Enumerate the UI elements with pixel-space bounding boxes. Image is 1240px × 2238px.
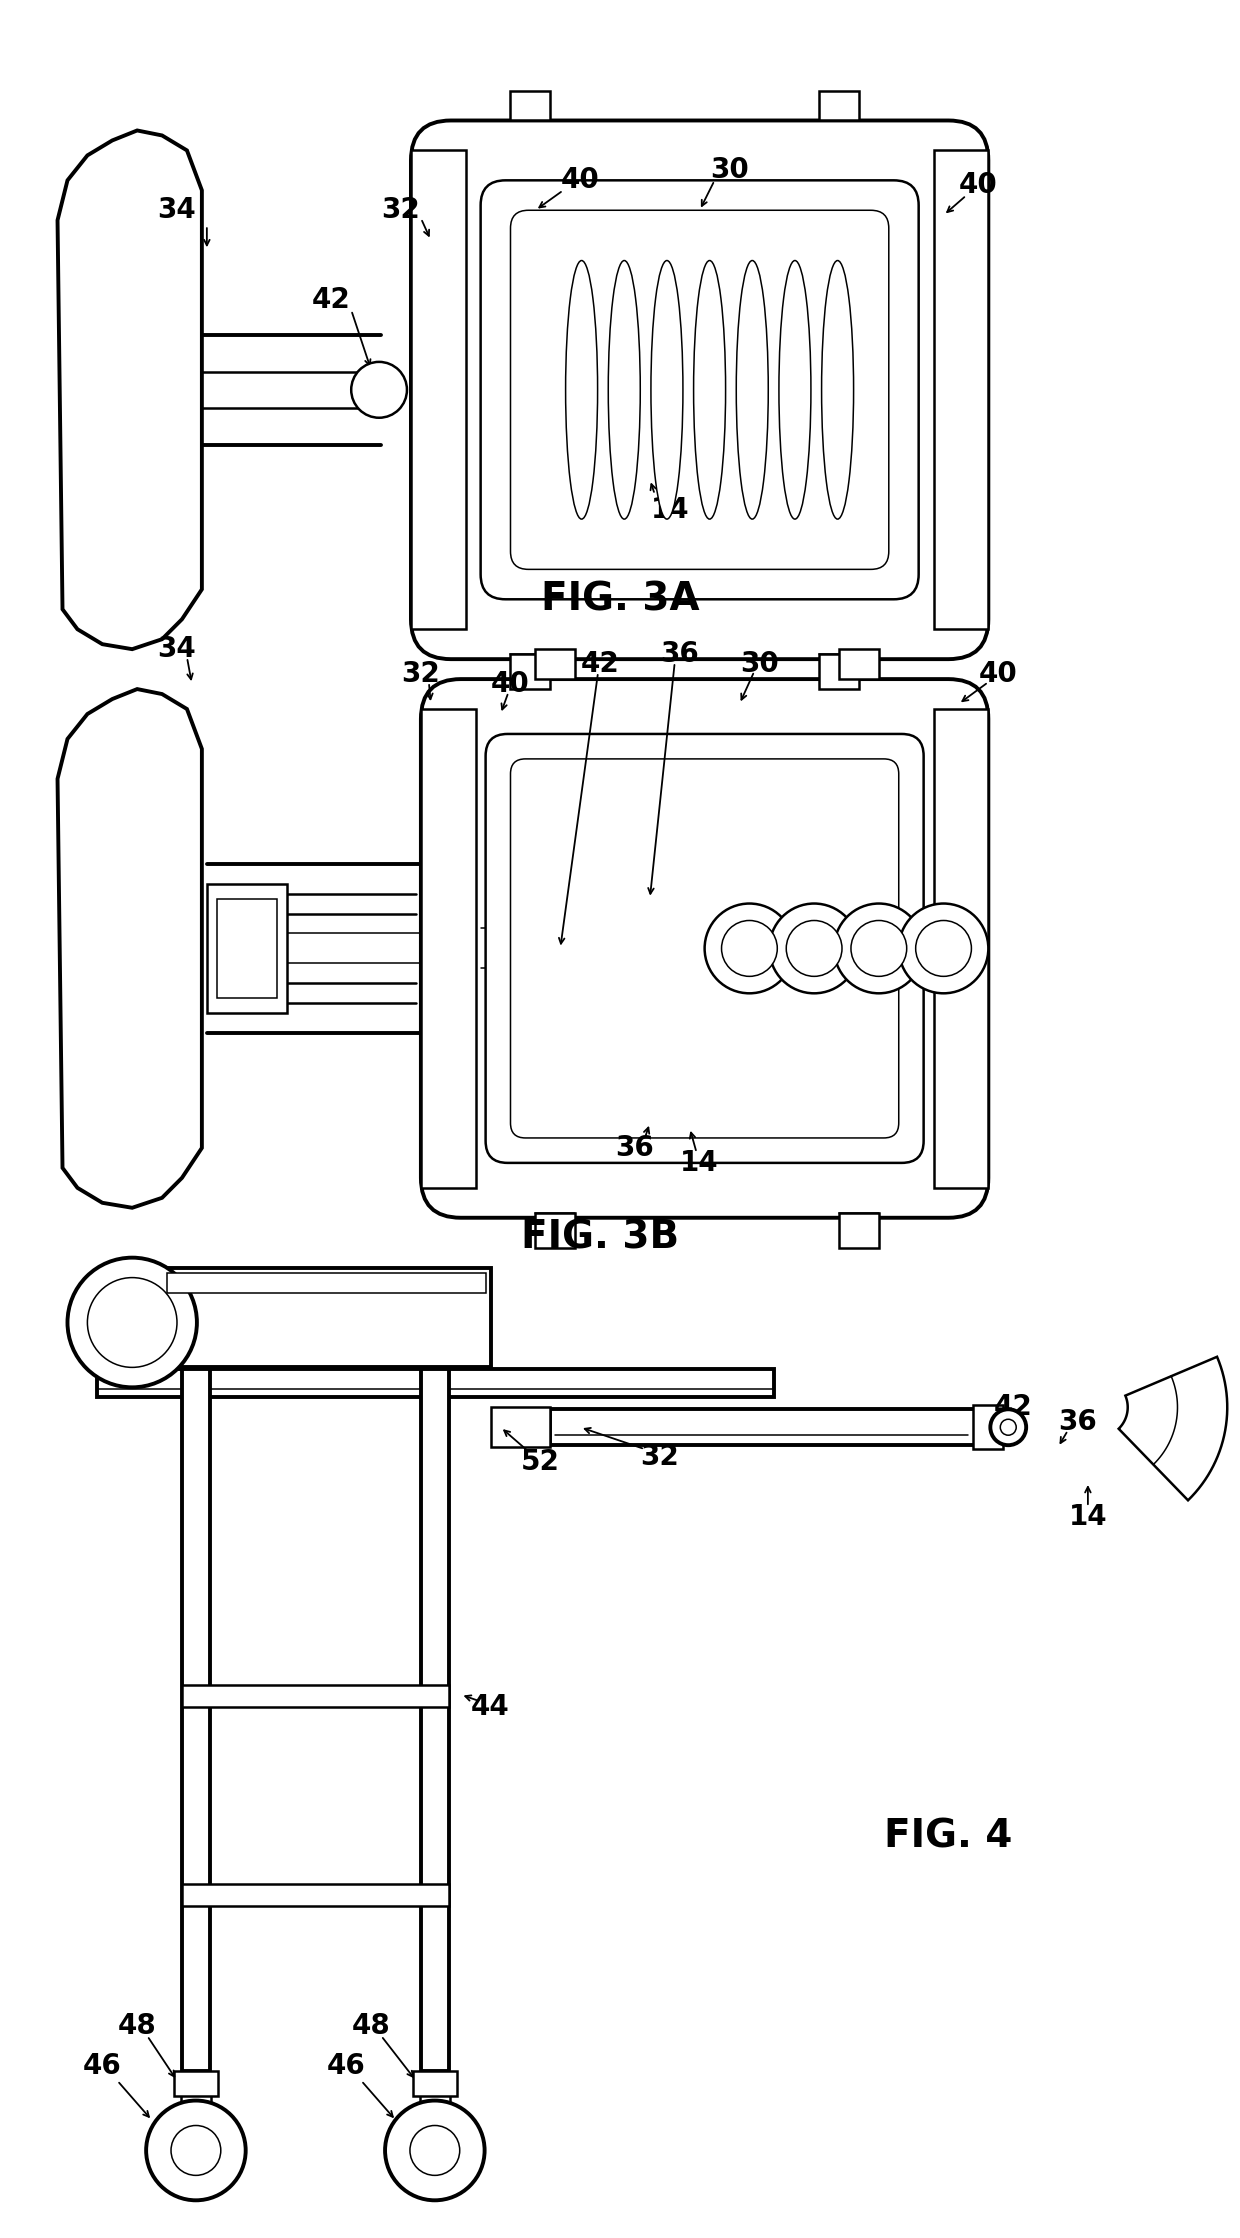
Circle shape (351, 363, 407, 419)
Ellipse shape (609, 260, 640, 519)
Ellipse shape (651, 260, 683, 519)
Bar (551, 1410, 988, 1446)
Polygon shape (57, 689, 202, 1209)
Circle shape (786, 920, 842, 976)
Circle shape (146, 2101, 246, 2200)
Text: 48: 48 (118, 2012, 156, 2039)
Text: 42: 42 (580, 649, 620, 678)
Text: 30: 30 (740, 649, 779, 678)
Ellipse shape (693, 260, 725, 519)
Text: 48: 48 (352, 2012, 391, 2039)
Polygon shape (1118, 1356, 1228, 1499)
Text: 42: 42 (312, 286, 351, 313)
Bar (217, 897, 277, 998)
FancyBboxPatch shape (410, 121, 988, 660)
Text: 52: 52 (521, 1448, 559, 1477)
Bar (174, 2070, 218, 2095)
Text: 14: 14 (651, 495, 689, 524)
Bar (536, 1213, 575, 1247)
FancyBboxPatch shape (511, 210, 889, 568)
Text: 34: 34 (98, 1303, 136, 1332)
FancyBboxPatch shape (420, 678, 988, 1217)
Bar (420, 709, 476, 1188)
FancyBboxPatch shape (481, 181, 919, 600)
Text: FIG. 4: FIG. 4 (884, 1817, 1013, 1855)
Circle shape (722, 920, 777, 976)
Circle shape (704, 904, 794, 994)
Text: 30: 30 (711, 157, 749, 184)
Bar (167, 1273, 486, 1294)
Bar (182, 1685, 449, 1708)
Bar (413, 2070, 456, 2095)
Text: 46: 46 (327, 2052, 366, 2079)
Circle shape (915, 920, 971, 976)
Text: 40: 40 (491, 669, 529, 698)
Bar (839, 649, 879, 678)
Text: 40: 40 (959, 172, 998, 199)
Text: FIG. 3B: FIG. 3B (521, 1220, 680, 1258)
Text: 40: 40 (560, 166, 600, 195)
Polygon shape (57, 130, 202, 649)
Circle shape (1001, 1419, 1017, 1435)
Bar (511, 90, 551, 121)
Bar (207, 884, 286, 1014)
Circle shape (87, 1278, 177, 1367)
Text: 32: 32 (640, 1444, 680, 1470)
Bar (182, 1370, 210, 2070)
Bar (934, 150, 988, 629)
Text: 46: 46 (83, 2052, 122, 2079)
Text: 40: 40 (978, 660, 1018, 687)
Text: 36: 36 (615, 1135, 655, 1162)
Bar (420, 1370, 449, 2070)
Ellipse shape (565, 260, 598, 519)
Circle shape (769, 904, 859, 994)
FancyBboxPatch shape (511, 759, 899, 1137)
Bar (839, 1213, 879, 1247)
Bar (820, 90, 859, 121)
Text: 32: 32 (382, 197, 420, 224)
Circle shape (410, 2126, 460, 2175)
Bar (491, 1408, 551, 1448)
Bar (934, 709, 988, 1188)
Bar (511, 653, 551, 689)
Text: 44: 44 (471, 1692, 510, 1721)
Circle shape (835, 904, 924, 994)
Circle shape (899, 904, 988, 994)
Circle shape (991, 1410, 1027, 1446)
Text: 32: 32 (402, 660, 440, 687)
Bar (536, 649, 575, 678)
Bar (410, 150, 466, 629)
Circle shape (67, 1258, 197, 1388)
Circle shape (386, 2101, 485, 2200)
Text: 14: 14 (681, 1148, 719, 1177)
Ellipse shape (822, 260, 853, 519)
Text: 34: 34 (157, 197, 196, 224)
Text: 42: 42 (993, 1394, 1033, 1421)
Circle shape (171, 2126, 221, 2175)
Text: 14: 14 (1069, 1504, 1107, 1531)
Bar (820, 653, 859, 689)
Bar (162, 1267, 491, 1367)
Text: 34: 34 (157, 636, 196, 662)
Bar (182, 1884, 449, 1907)
Circle shape (851, 920, 906, 976)
FancyBboxPatch shape (486, 734, 924, 1164)
Bar (98, 1370, 774, 1397)
Text: 36: 36 (1059, 1408, 1097, 1437)
Ellipse shape (779, 260, 811, 519)
Text: 36: 36 (661, 640, 699, 669)
Ellipse shape (737, 260, 769, 519)
Text: FIG. 3A: FIG. 3A (541, 580, 699, 618)
Bar (973, 1405, 1003, 1450)
